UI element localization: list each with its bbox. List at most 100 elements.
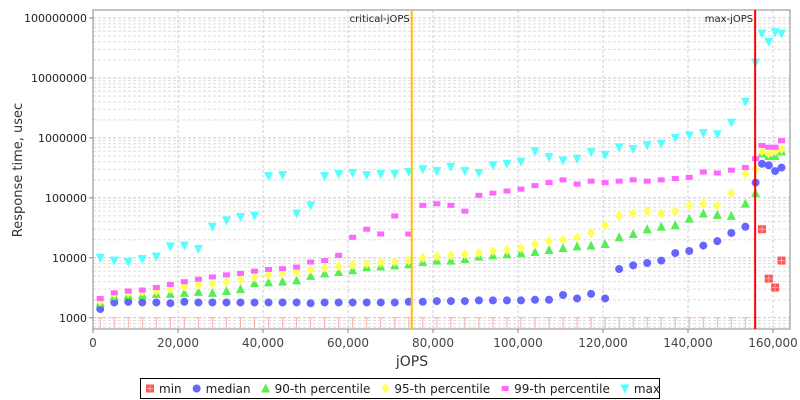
data-point [376, 257, 385, 268]
data-point [727, 228, 736, 237]
x-tick-label: 140,000 [663, 336, 713, 350]
data-point [193, 286, 203, 296]
y-tick-label: 100000000 [24, 12, 87, 25]
legend-label: min [159, 382, 182, 396]
data-point [757, 146, 766, 157]
data-point [475, 192, 483, 198]
data-point [179, 241, 189, 251]
data-point [777, 163, 786, 172]
data-point [488, 161, 498, 171]
data-point [546, 317, 553, 328]
data-point [334, 298, 343, 307]
data-point [335, 317, 342, 328]
data-point [306, 299, 315, 308]
min-marker-plus [758, 226, 765, 233]
data-point [376, 170, 386, 180]
y-tick-label: 10000000 [31, 72, 87, 85]
data-point [418, 252, 427, 263]
data-point [433, 317, 440, 328]
data-point [418, 165, 428, 175]
data-point [778, 138, 785, 144]
data-point [405, 231, 413, 237]
data-point [587, 289, 596, 298]
data-point [334, 261, 343, 272]
data-point [124, 288, 132, 294]
data-point [489, 190, 497, 196]
data-point [109, 256, 119, 266]
data-point [600, 239, 610, 249]
data-point [517, 186, 525, 192]
data-point [489, 317, 496, 328]
data-point [777, 256, 786, 265]
data-point [264, 298, 273, 307]
data-point [685, 174, 693, 180]
data-point [530, 147, 540, 157]
data-point [728, 317, 735, 328]
legend-marker [146, 384, 154, 393]
data-point [684, 213, 694, 223]
data-point [237, 317, 244, 328]
data-point [419, 202, 427, 208]
data-point [657, 256, 666, 265]
data-point [699, 241, 708, 250]
data-point [137, 255, 147, 265]
data-point [348, 298, 357, 307]
data-point [558, 243, 568, 253]
data-point [307, 259, 315, 265]
data-point [293, 264, 301, 270]
data-point [166, 299, 175, 308]
data-point [700, 317, 707, 328]
data-point [713, 237, 722, 246]
data-point [97, 317, 104, 328]
x-axis-label: jOPS [395, 354, 428, 370]
data-point [764, 37, 774, 47]
data-point [461, 208, 469, 214]
data-point [362, 258, 371, 269]
min-marker-plus [778, 257, 785, 264]
x-tick-label: 0 [89, 336, 97, 350]
min-marker-plus [765, 275, 772, 282]
data-point [110, 298, 119, 307]
data-point [221, 285, 231, 295]
data-point [670, 133, 680, 143]
data-point [629, 177, 637, 183]
data-point [698, 129, 708, 139]
legend: min median 90-th percentile 95-th percentil… [140, 378, 660, 399]
data-point [573, 232, 582, 243]
data-point [544, 153, 554, 163]
data-point [390, 298, 399, 307]
data-point [265, 266, 273, 272]
data-point [264, 269, 273, 280]
data-point [657, 177, 665, 183]
data-point [601, 294, 610, 303]
legend-item: 95-th percentile [381, 382, 490, 396]
data-point [712, 130, 722, 140]
data-point [656, 139, 666, 149]
data-point [475, 317, 482, 328]
legend-item: min [146, 382, 182, 396]
data-point [615, 178, 623, 184]
data-point [279, 266, 287, 272]
data-point [699, 169, 707, 175]
data-point [362, 171, 372, 181]
y-tick-label: 10000 [52, 252, 87, 265]
data-point [123, 258, 133, 268]
data-point [474, 168, 484, 178]
data-point [559, 290, 568, 299]
data-point [222, 276, 231, 287]
data-point [321, 258, 329, 264]
data-point [658, 317, 665, 328]
data-point [644, 317, 651, 328]
data-point [418, 297, 427, 306]
data-point [488, 296, 497, 305]
data-point [460, 167, 470, 177]
annotations: critical-jOPS max-jOPS [350, 10, 757, 329]
data-point [165, 242, 175, 252]
data-point [726, 210, 736, 220]
data-point [586, 148, 596, 158]
data-point [236, 270, 244, 276]
data-point [124, 297, 133, 306]
legend-box [140, 378, 660, 399]
data-point [757, 29, 767, 39]
